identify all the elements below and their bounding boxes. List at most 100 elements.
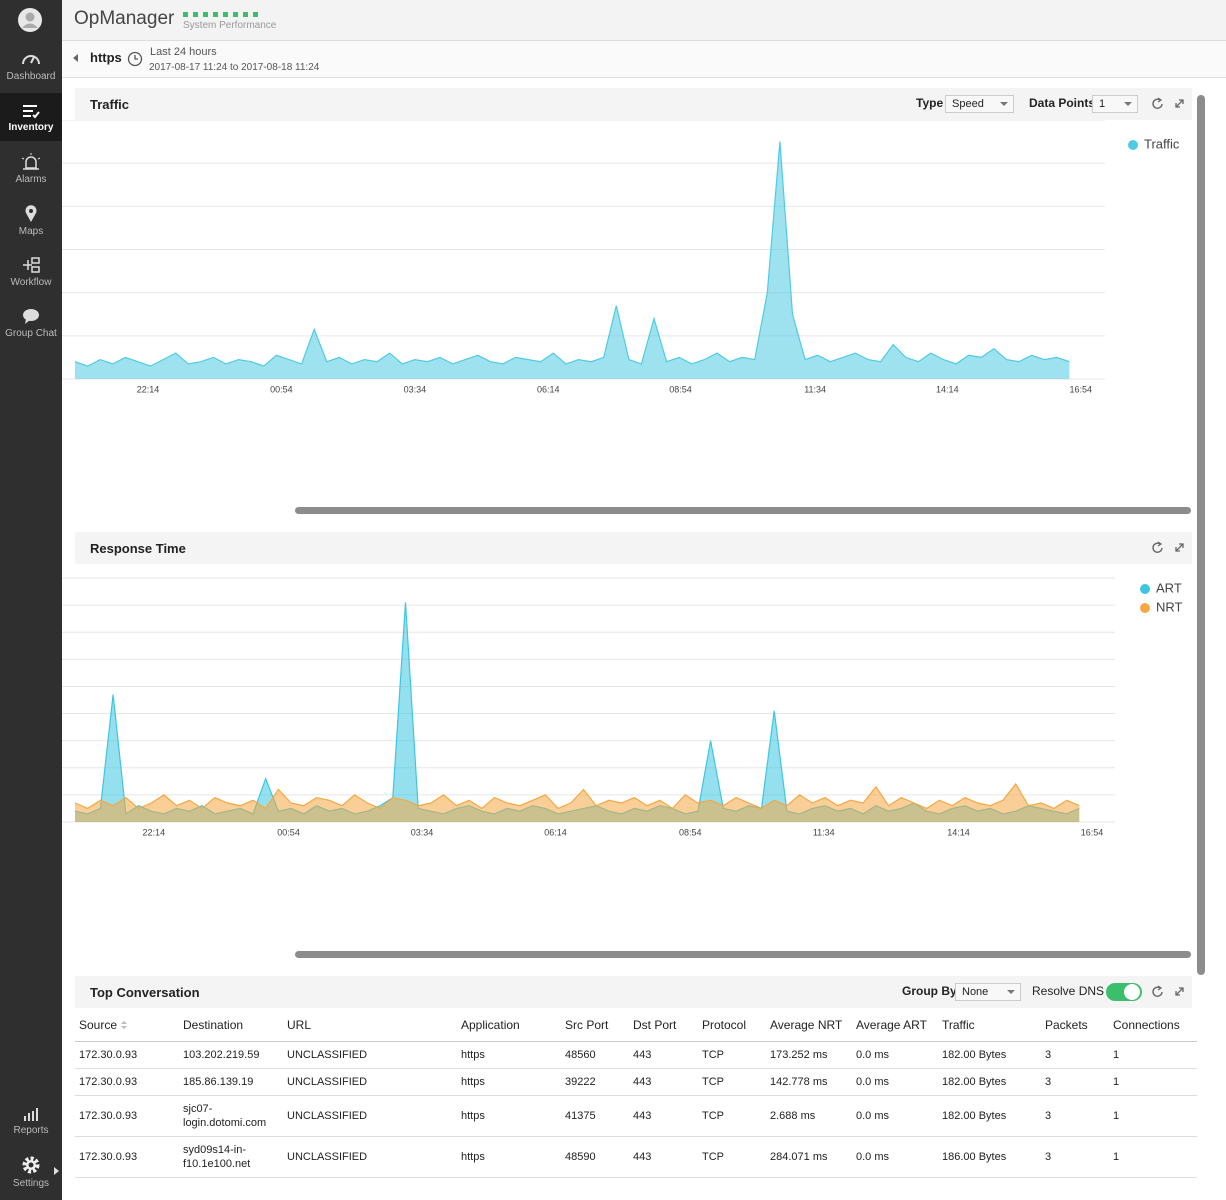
table-cell: 1	[1109, 1095, 1197, 1137]
table-cell: https	[457, 1041, 561, 1069]
column-header[interactable]: Src Port	[561, 1009, 629, 1042]
nav-item[interactable]: Alarms	[0, 153, 62, 195]
legend-marker[interactable]	[1140, 603, 1150, 613]
table-cell: 48590	[561, 1136, 629, 1178]
nav-item[interactable]: Reports	[0, 1104, 62, 1146]
panel-title: Response Time	[90, 541, 186, 556]
x-tick-label: 16:54	[1081, 827, 1104, 837]
nav-label: Maps	[18, 226, 44, 237]
nav-item[interactable]: Settings	[0, 1155, 62, 1197]
area-line	[74, 602, 1080, 815]
column-header[interactable]: URL	[283, 1009, 457, 1042]
nav-item[interactable]: Dashboard	[0, 50, 62, 92]
column-header[interactable]: Application	[457, 1009, 561, 1042]
nav-item[interactable]: Workflow	[0, 256, 62, 298]
table-row[interactable]: 172.30.0.93 185.86.139.19 UNCLASSIFIED http…	[75, 1068, 1197, 1096]
x-tick-label: 06:14	[537, 384, 560, 394]
app-subtitle: System Performance	[183, 20, 277, 31]
expand-arrow[interactable]	[54, 1167, 60, 1175]
table-cell: TCP	[698, 1095, 766, 1137]
column-header[interactable]: Traffic	[938, 1009, 1041, 1042]
legend-label[interactable]: NRT	[1156, 599, 1183, 614]
column-header[interactable]: Source	[75, 1009, 179, 1042]
response-chart: 22:14 00:54 03:34 06:14 08:54 11:34 14:14 16:54…	[62, 577, 1183, 837]
x-tick-label: 16:54	[1069, 384, 1092, 394]
traffic-chart: 22:14 00:54 03:34 06:14 08:54 11:34 14:14 16:54…	[62, 120, 1180, 394]
v-scrollbar[interactable]	[1197, 95, 1205, 975]
column-header[interactable]: Average ART	[852, 1009, 938, 1042]
table-cell: 0.0 ms	[852, 1095, 938, 1137]
area-fill	[75, 602, 1080, 822]
top-bar: OpManager System Performance	[62, 0, 1226, 41]
table-row[interactable]: 172.30.0.93 syd09s14-in-f10.1e100.net UNCL…	[75, 1136, 1197, 1178]
table-cell: TCP	[698, 1041, 766, 1069]
panel-header: Response Time	[75, 532, 1192, 564]
x-tick-label: 06:14	[544, 827, 567, 837]
avatar[interactable]	[17, 7, 43, 33]
panel-tools[interactable]	[1151, 97, 1191, 111]
x-tick-label: 00:54	[270, 384, 293, 394]
nav-label: Workflow	[10, 277, 52, 288]
app-title: OpManager	[74, 8, 175, 29]
column-header[interactable]: Dst Port	[629, 1009, 698, 1042]
column-header[interactable]: Destination	[179, 1009, 283, 1042]
status-dots	[183, 12, 258, 17]
panel-tools[interactable]	[1151, 541, 1191, 555]
panel-header: Top Conversation Group By None Resolve D…	[75, 976, 1192, 1008]
table-cell: 2.688 ms	[766, 1095, 852, 1137]
x-tick-label: 00:54	[277, 827, 300, 837]
legend-marker[interactable]	[1128, 140, 1138, 150]
nav-item[interactable]: Maps	[0, 205, 62, 247]
table-cell: 3	[1041, 1041, 1109, 1069]
clock-icon	[127, 51, 143, 67]
table-cell: UNCLASSIFIED	[283, 1068, 457, 1096]
column-header[interactable]: Packets	[1041, 1009, 1109, 1042]
table-cell: 443	[629, 1136, 698, 1178]
table-row[interactable]: 172.30.0.93 sjc07-login.dotomi.com UNCLASS…	[75, 1095, 1197, 1137]
area-line	[74, 141, 1070, 367]
x-tick-label: 08:54	[669, 384, 692, 394]
table-cell: 3	[1041, 1136, 1109, 1178]
period: Last 24 hours	[150, 46, 217, 58]
legend-marker[interactable]	[1140, 584, 1150, 594]
resolve-dns-label: Resolve DNS	[1032, 984, 1105, 998]
table-cell: 41375	[561, 1095, 629, 1137]
sort-icon[interactable]	[120, 1020, 128, 1029]
resolve-dns-toggle[interactable]	[1105, 981, 1143, 1003]
table-cell: 172.30.0.93	[75, 1136, 179, 1178]
monitor-name: https	[90, 50, 122, 65]
nav-item[interactable]: Group Chat	[0, 307, 62, 349]
back-arrow[interactable]	[73, 54, 79, 62]
table-cell: 443	[629, 1041, 698, 1069]
table-cell: 3	[1041, 1068, 1109, 1096]
panel-tools[interactable]	[1151, 985, 1191, 999]
legend-label[interactable]: ART	[1156, 580, 1182, 595]
table-cell: 173.252 ms	[766, 1041, 852, 1069]
points-select[interactable]: 1	[1092, 95, 1138, 113]
panel-title: Traffic	[90, 97, 130, 112]
nav-label: Reports	[13, 1125, 49, 1136]
h-scrollbar[interactable]	[295, 951, 1191, 958]
table-row[interactable]: 172.30.0.93 103.202.219.59 UNCLASSIFIED htt…	[75, 1041, 1197, 1069]
column-header[interactable]: Average NRT	[766, 1009, 852, 1042]
nav-label: Inventory	[8, 122, 54, 133]
group-by-select[interactable]: None	[955, 983, 1021, 1001]
table-cell: TCP	[698, 1068, 766, 1096]
table-cell: 172.30.0.93	[75, 1068, 179, 1096]
header-row: Source Destination URL Application Src Port D…	[75, 1009, 1197, 1042]
table-cell: 182.00 Bytes	[938, 1068, 1041, 1096]
type-select[interactable]: Speed	[945, 95, 1014, 113]
table-cell: sjc07-login.dotomi.com	[179, 1095, 283, 1137]
table-cell: https	[457, 1068, 561, 1096]
breadcrumb-bar: https Last 24 hours 2017-08-17 11:24 to …	[62, 41, 1226, 78]
column-header[interactable]: Protocol	[698, 1009, 766, 1042]
column-header[interactable]: Connections	[1109, 1009, 1197, 1042]
area-fill	[75, 141, 1070, 379]
legend-label[interactable]: Traffic	[1144, 136, 1180, 151]
nav-label: Settings	[12, 1178, 50, 1189]
points-label: Data Points	[1029, 96, 1096, 110]
h-scrollbar[interactable]	[295, 507, 1191, 514]
nav-item[interactable]: Inventory	[0, 93, 62, 141]
nav-label: Alarms	[15, 174, 47, 185]
panel-header: Traffic Type Speed Data Points 1	[75, 88, 1192, 120]
